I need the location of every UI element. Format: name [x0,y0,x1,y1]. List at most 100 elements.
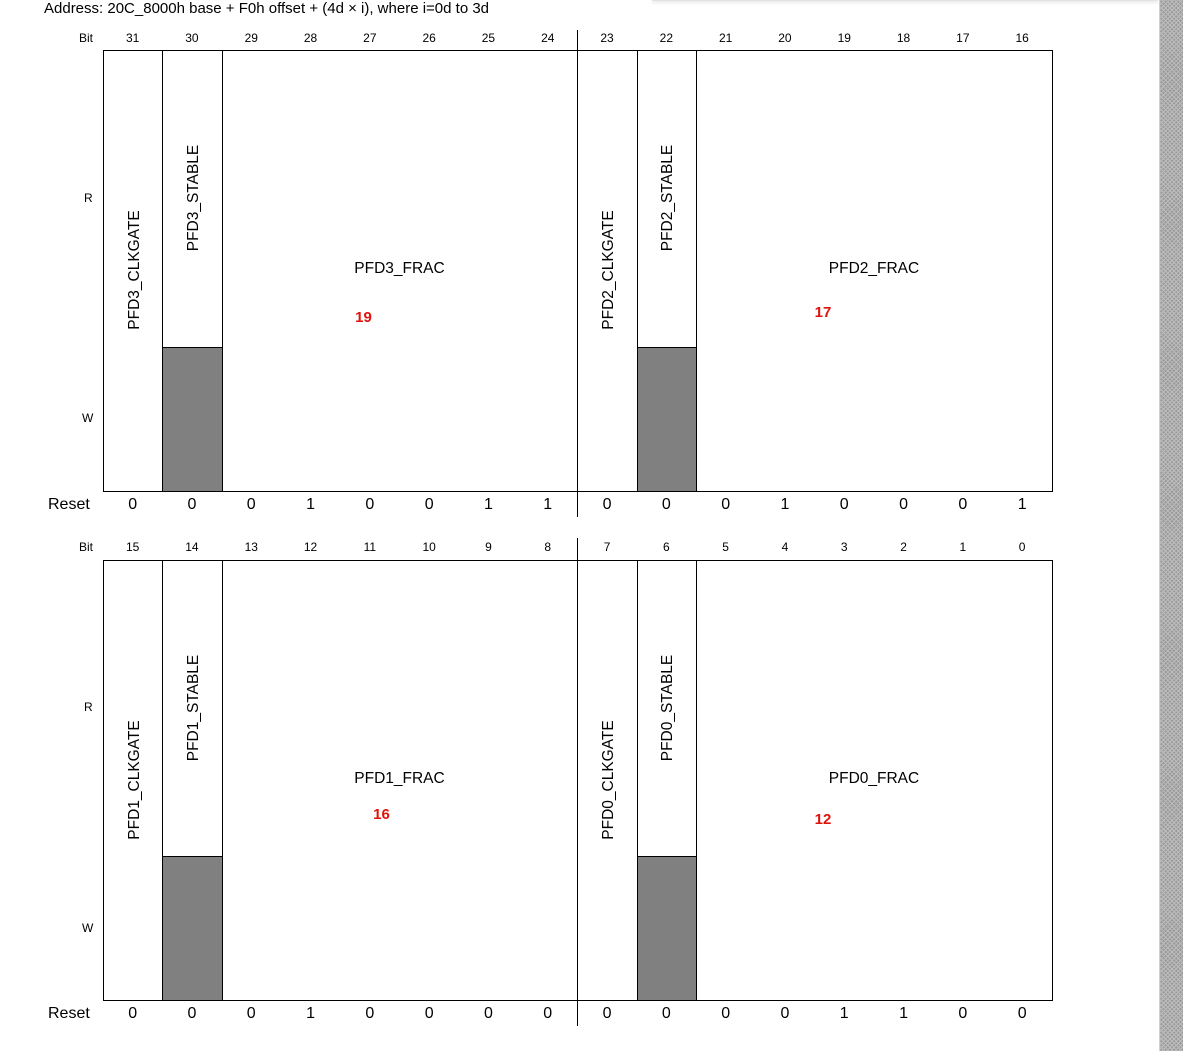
reset-value: 0 [365,1005,375,1022]
write-disabled-shading [163,347,222,491]
vertical-scrollbar[interactable] [1159,0,1183,1051]
bit-number: 27 [363,31,377,45]
bit-number: 23 [600,31,614,45]
reset-value: 1 [839,1005,849,1022]
field-name: PFD0_FRAC [828,770,920,787]
reset-label: Reset [48,1005,90,1022]
field-annotation: 19 [355,309,372,326]
field-border [1052,50,1053,492]
bit-number: 14 [185,540,199,554]
window-top-edge [652,0,1158,1]
field-border [103,560,104,1000]
bit-number: 22 [659,31,674,45]
bit-number: 13 [244,540,258,554]
reset-value: 1 [543,496,553,513]
read-row-label: R [84,191,93,205]
bit-number: 28 [303,31,318,45]
bit-number: 5 [722,540,729,554]
bit-number: 30 [185,31,199,45]
bit-number: 2 [900,540,907,554]
reset-value: 0 [365,496,375,513]
read-write-divider [636,347,696,348]
field-name: PFD0_STABLE [659,654,677,762]
reset-value: 0 [424,496,434,513]
bit-number: 19 [837,31,851,45]
field-border [696,560,697,1000]
reset-value: 0 [128,496,138,513]
reset-value: 0 [187,496,197,513]
field-name: PFD1_FRAC [354,770,445,787]
field-border [636,560,638,1000]
bit-number: 8 [544,540,552,554]
reset-value: 0 [958,496,968,513]
reset-value: 0 [958,1005,968,1022]
bit-number: 26 [422,31,436,45]
field-name: PFD2_STABLE [659,144,677,252]
field-name: PFD1_STABLE [184,654,202,762]
field-annotation: 12 [814,811,832,828]
reset-value: 1 [306,496,315,513]
reset-value: 0 [128,1005,138,1022]
field-border [103,50,104,491]
reset-value: 0 [721,1005,731,1022]
field-border [577,560,579,1000]
bit-number: 24 [541,31,555,45]
reset-value: 0 [187,1005,197,1022]
bit-number: 17 [956,31,970,45]
write-row-label: W [82,921,94,935]
reset-value: 0 [1017,1005,1027,1022]
field-name: PFD2_CLKGATE [600,210,618,330]
bit-number: 20 [778,31,792,45]
field-border [221,560,223,1000]
field-name: PFD3_CLKGATE [125,210,143,330]
reset-value: 0 [483,1005,493,1022]
read-row-label: R [84,700,93,714]
bit-number: 6 [663,540,670,554]
read-write-divider [162,347,222,348]
reset-value: 0 [780,1005,790,1022]
write-row-label: W [82,411,94,425]
read-write-divider [162,856,222,857]
reset-value: 0 [661,1005,671,1022]
reset-value: 0 [721,496,731,513]
bit-label: Bit [79,31,94,45]
field-border [577,50,579,491]
bit-number: 9 [485,540,492,554]
reset-value: 0 [899,496,908,513]
reset-value: 0 [661,496,671,513]
reset-value: 1 [1017,496,1027,513]
bit-number: 31 [125,31,140,45]
reset-value: 1 [780,496,790,513]
field-border [636,50,638,491]
bit-number: 7 [603,540,611,554]
reset-value: 0 [602,496,612,513]
bit-number: 29 [244,31,258,45]
field-annotation: 17 [814,304,832,321]
write-disabled-shading [637,347,696,491]
reset-value: 0 [602,1005,612,1022]
reset-label: Reset [48,496,90,513]
bit-number: 4 [781,540,789,554]
reset-value: 1 [306,1005,315,1022]
field-name: PFD0_CLKGATE [600,720,618,840]
bit-number: 12 [303,540,318,554]
reset-value: 0 [839,496,849,513]
write-disabled-shading [637,856,696,1000]
register-address: Address: 20C_8000h base + F0h offset + (… [44,0,490,17]
bit-number: 3 [840,540,848,554]
bit-number: 0 [1018,540,1026,554]
bit-number: 21 [718,31,733,45]
cut-off-caption [295,1045,299,1063]
reset-value: 1 [483,496,493,513]
write-disabled-shading [163,856,222,1000]
bit-number: 11 [363,540,377,554]
bit-number: 18 [896,31,911,45]
field-border [696,50,697,491]
field-annotation: 16 [373,806,390,823]
reset-value: 1 [899,1005,908,1022]
field-border [162,50,164,491]
bit-number: 15 [125,540,140,554]
field-border [1052,560,1053,1001]
reset-value: 0 [246,496,256,513]
reset-value: 0 [424,1005,434,1022]
